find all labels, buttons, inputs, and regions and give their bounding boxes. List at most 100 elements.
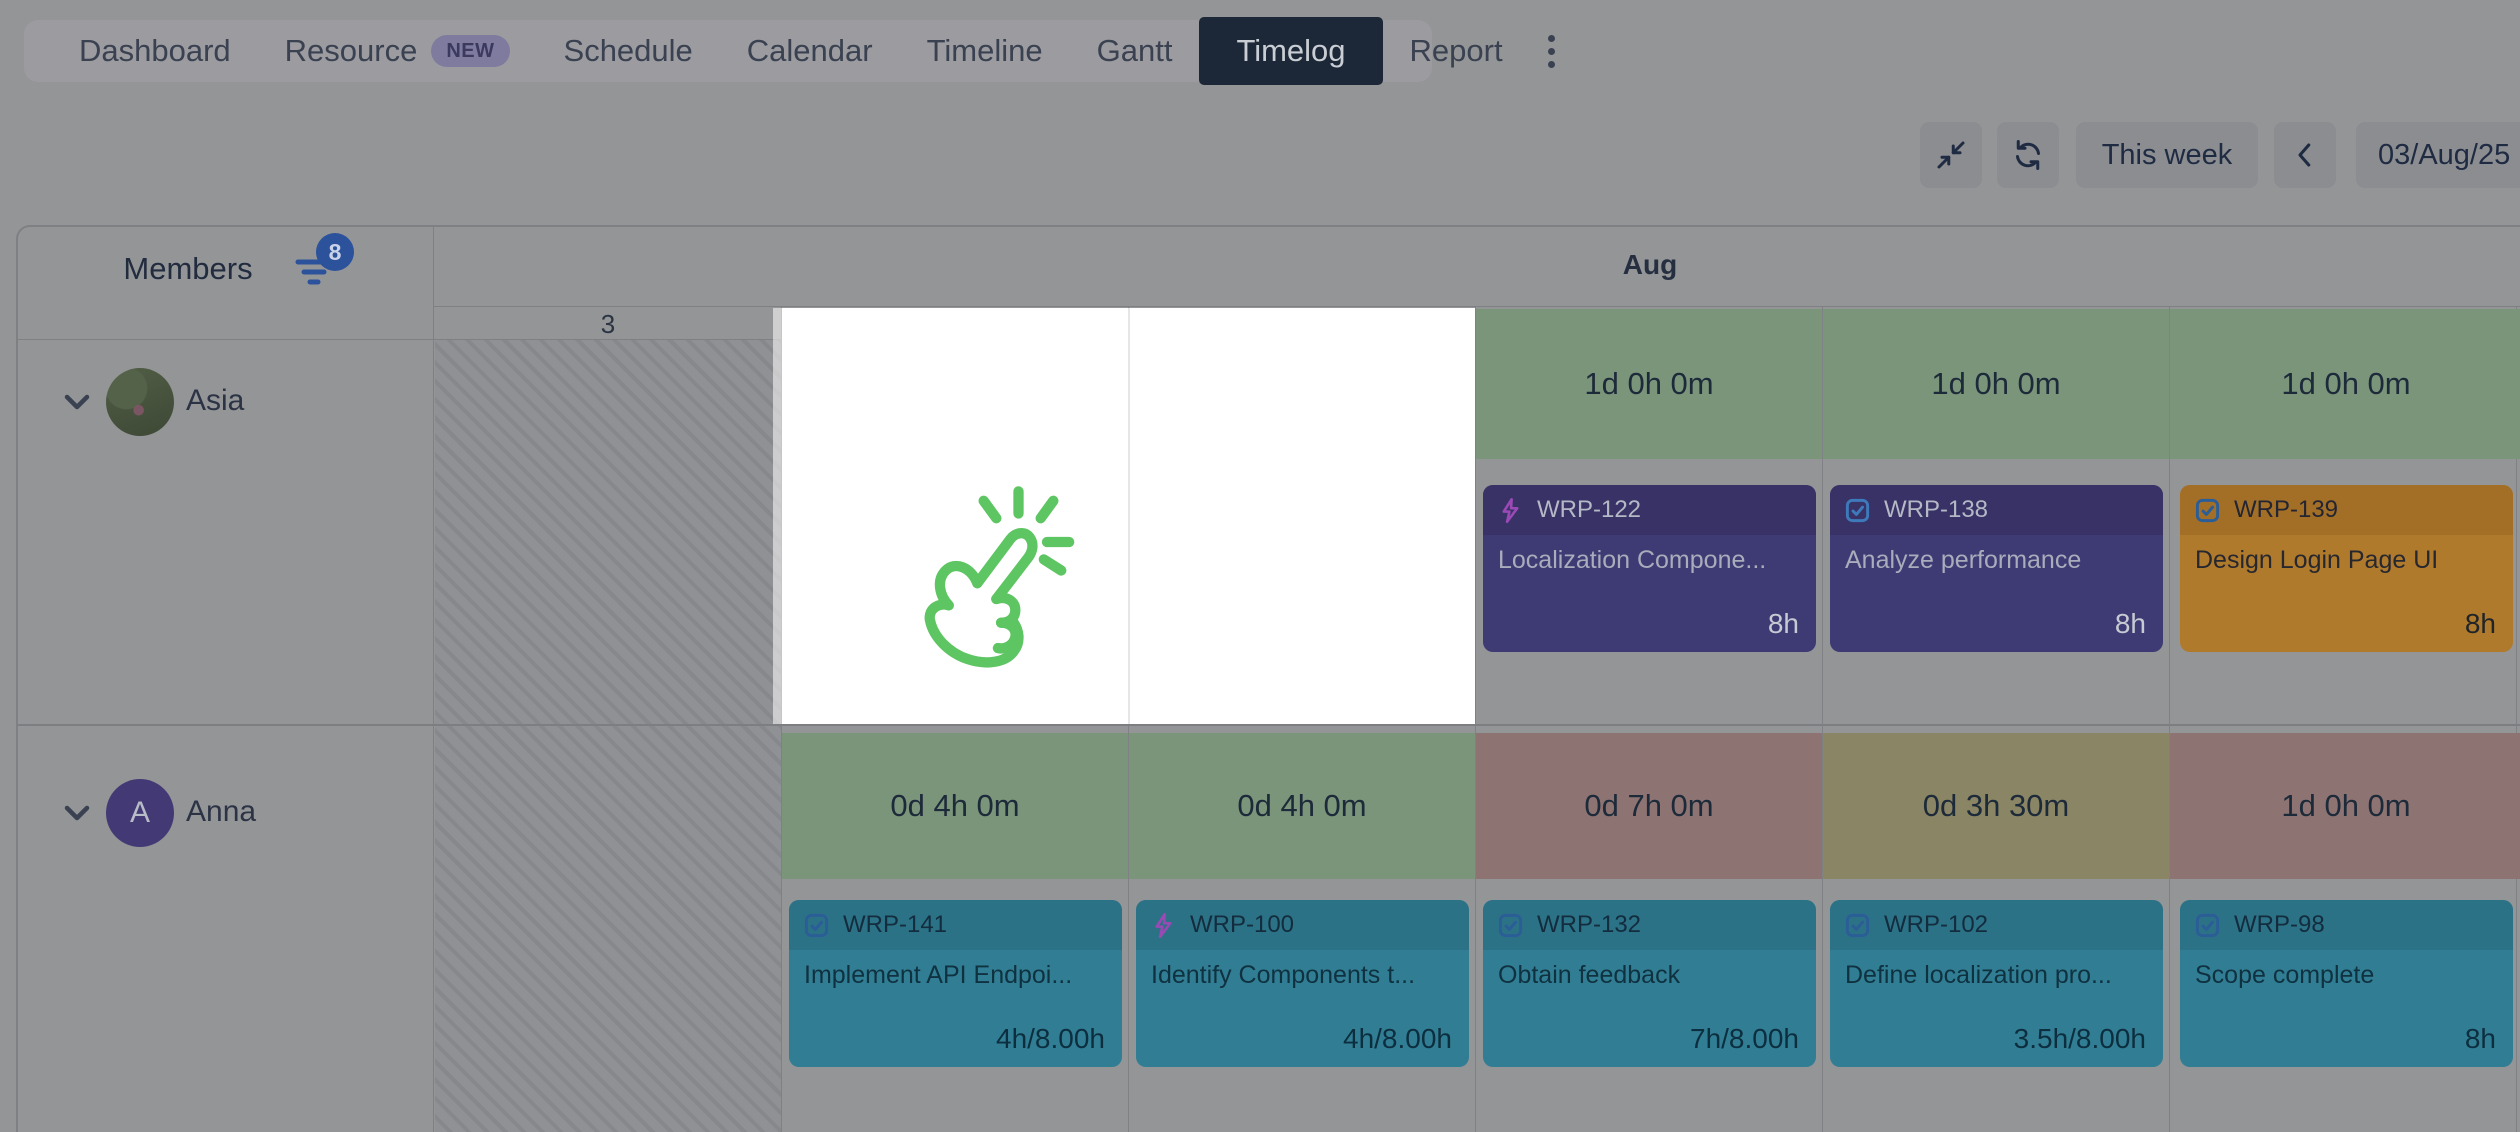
- tab-label: Schedule: [563, 33, 693, 68]
- chevron-down-icon[interactable]: [64, 393, 90, 411]
- member-name: Asia: [186, 384, 245, 417]
- tutorial-spotlight-cells[interactable]: [773, 308, 1475, 724]
- summary-cell[interactable]: 0d 4h 0m: [782, 733, 1128, 879]
- chevron-left-icon: [2290, 138, 2320, 172]
- grid-line: [1475, 306, 1476, 1132]
- task-title: Localization Compone...: [1498, 546, 1767, 574]
- members-panel: Members 8 Asia: [18, 227, 434, 1132]
- task-icon: [2194, 912, 2221, 939]
- task-icon: [1844, 912, 1871, 939]
- tab-label: Dashboard: [79, 33, 231, 68]
- tab-schedule[interactable]: Schedule: [537, 33, 720, 69]
- task-logged-hours: 8h: [2464, 1023, 2496, 1054]
- date-range-button[interactable]: 03/Aug/25: [2356, 122, 2520, 188]
- tab-label: Timeline: [926, 33, 1043, 68]
- row-divider: [18, 724, 2520, 726]
- task-title: Identify Components t...: [1151, 961, 1416, 989]
- tab-calendar[interactable]: Calendar: [720, 33, 900, 69]
- tab-gantt[interactable]: Gantt: [1070, 33, 1200, 69]
- summary-value: 1d 0h 0m: [1931, 366, 2061, 401]
- task-key: WRP-138: [1884, 496, 1989, 523]
- task-logged-hours: 8h: [2464, 608, 2496, 639]
- members-filter-button[interactable]: 8: [294, 233, 354, 303]
- timelog-grid: Members 8 Asia: [16, 225, 2520, 1132]
- tab-label: Report: [1409, 33, 1503, 68]
- nonworking-day-column: [435, 340, 781, 1132]
- day-header-3: 3: [600, 309, 616, 339]
- filter-count-badge: 8: [316, 233, 354, 271]
- hand-click-icon: [914, 480, 1104, 680]
- task-logged-hours: 8h: [1767, 608, 1799, 639]
- summary-cell[interactable]: 1d 0h 0m: [2170, 733, 2520, 879]
- task-card-wrp-138[interactable]: WRP-138 Analyze performance 8h: [1830, 485, 2163, 652]
- refresh-button[interactable]: [1997, 122, 2059, 188]
- task-key: WRP-139: [2234, 496, 2339, 523]
- member-row-anna[interactable]: A Anna: [18, 778, 434, 848]
- task-title: Scope complete: [2195, 961, 2375, 989]
- epic-icon: [1150, 912, 1177, 939]
- task-card-wrp-141[interactable]: WRP-141 Implement API Endpoi... 4h/8.00h: [789, 900, 1122, 1067]
- grid-line: [2169, 306, 2170, 1132]
- task-title: Design Login Page UI: [2195, 546, 2439, 574]
- summary-cell[interactable]: 1d 0h 0m: [2170, 309, 2520, 459]
- new-badge: NEW: [431, 35, 510, 67]
- summary-value: 0d 3h 30m: [1922, 788, 2070, 823]
- tab-report[interactable]: Report: [1383, 33, 1530, 69]
- task-icon: [1497, 912, 1524, 939]
- summary-value: 0d 7h 0m: [1584, 788, 1714, 823]
- collapse-arrows-icon: [1933, 137, 1969, 173]
- refresh-icon: [2010, 137, 2046, 173]
- tab-label: Timelog: [1236, 33, 1346, 68]
- tab-timelog[interactable]: Timelog: [1199, 17, 1383, 85]
- tab-resource[interactable]: Resource NEW: [258, 33, 537, 69]
- spotlight-cell-divider: [1128, 308, 1130, 724]
- task-card-wrp-139[interactable]: WRP-139 Design Login Page UI 8h: [2180, 485, 2513, 652]
- task-card-wrp-102[interactable]: WRP-102 Define localization pro... 3.5h/…: [1830, 900, 2163, 1067]
- task-key: WRP-100: [1190, 911, 1295, 938]
- summary-cell[interactable]: 1d 0h 0m: [1823, 309, 2169, 459]
- this-week-button[interactable]: This week: [2076, 122, 2258, 188]
- member-row-asia[interactable]: Asia: [18, 367, 434, 437]
- more-menu-icon[interactable]: [1530, 34, 1573, 68]
- date-range-value: 03/Aug/25: [2378, 138, 2511, 171]
- task-icon: [803, 912, 830, 939]
- task-icon: [1844, 497, 1871, 524]
- task-key: WRP-122: [1537, 496, 1642, 523]
- summary-cell[interactable]: 0d 4h 0m: [1129, 733, 1475, 879]
- grid-line: [1822, 306, 1823, 1132]
- task-logged-hours: 4h/8.00h: [1343, 1023, 1452, 1054]
- members-title: Members: [123, 251, 253, 286]
- task-title: Define localization pro...: [1845, 961, 2112, 989]
- avatar: [106, 368, 174, 436]
- tab-label: Resource: [284, 33, 418, 68]
- task-key: WRP-132: [1537, 911, 1642, 938]
- summary-cell[interactable]: 0d 7h 0m: [1476, 733, 1822, 879]
- task-key: WRP-102: [1884, 911, 1989, 938]
- task-key: WRP-141: [843, 911, 948, 938]
- summary-value: 1d 0h 0m: [2281, 366, 2411, 401]
- tab-dashboard[interactable]: Dashboard: [52, 33, 258, 69]
- avatar: A: [106, 779, 174, 847]
- tab-label: Calendar: [746, 33, 873, 68]
- summary-value: 0d 4h 0m: [890, 788, 1020, 823]
- task-icon: [2194, 497, 2221, 524]
- task-card-wrp-122[interactable]: WRP-122 Localization Compone... 8h: [1483, 485, 1816, 652]
- task-title: Obtain feedback: [1498, 961, 1681, 989]
- previous-week-button[interactable]: [2274, 122, 2336, 188]
- task-card-wrp-132[interactable]: WRP-132 Obtain feedback 7h/8.00h: [1483, 900, 1816, 1067]
- summary-cell[interactable]: 0d 3h 30m: [1823, 733, 2169, 879]
- members-header: Members 8: [18, 227, 434, 306]
- summary-value: 1d 0h 0m: [2281, 788, 2411, 823]
- task-card-wrp-100[interactable]: WRP-100 Identify Components t... 4h/8.00…: [1136, 900, 1469, 1067]
- task-logged-hours: 7h/8.00h: [1690, 1023, 1799, 1054]
- collapse-button[interactable]: [1920, 122, 1982, 188]
- task-card-wrp-98[interactable]: WRP-98 Scope complete 8h: [2180, 900, 2513, 1067]
- summary-cell[interactable]: 1d 0h 0m: [1476, 309, 1822, 459]
- tab-timeline[interactable]: Timeline: [900, 33, 1070, 69]
- month-label: Aug: [1622, 249, 1678, 280]
- task-logged-hours: 8h: [2114, 608, 2146, 639]
- task-title: Implement API Endpoi...: [804, 961, 1073, 989]
- this-week-label: This week: [2101, 138, 2233, 171]
- summary-value: 0d 4h 0m: [1237, 788, 1367, 823]
- chevron-down-icon[interactable]: [64, 804, 90, 822]
